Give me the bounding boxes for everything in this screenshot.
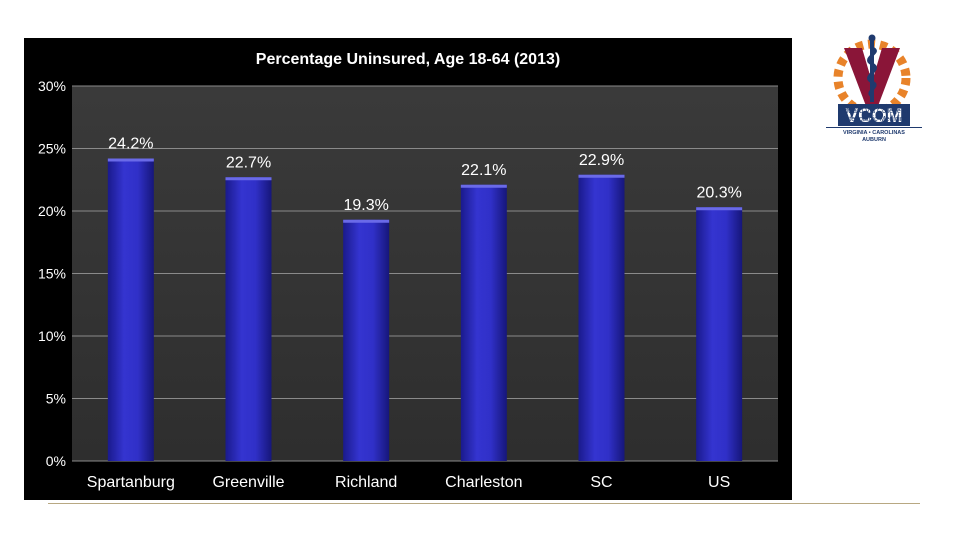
- y-tick-label: 20%: [38, 203, 66, 219]
- wordmark-banner: [838, 104, 910, 126]
- bar-greenville: [225, 177, 272, 461]
- data-label: 19.3%: [343, 197, 388, 214]
- x-tick-label: Spartanburg: [87, 474, 175, 491]
- bar-us: [696, 207, 743, 461]
- y-tick-label: 30%: [38, 78, 66, 94]
- bar-top-highlight: [460, 184, 507, 188]
- bar-top-highlight: [343, 219, 390, 223]
- staff-icon: [870, 36, 874, 102]
- v-letter-mark: [844, 48, 900, 106]
- logo-wordmark: VCOM: [846, 106, 903, 127]
- bar-top-highlight: [107, 158, 154, 162]
- logo-line-4: AUBURN: [862, 137, 886, 143]
- y-tick-label: 10%: [38, 328, 66, 344]
- chart-title: Percentage Uninsured, Age 18-64 (2013): [256, 51, 560, 68]
- x-tick-label: SC: [590, 474, 612, 491]
- data-label: 22.9%: [579, 152, 624, 169]
- data-label: 22.7%: [226, 154, 271, 171]
- chart-panel: Percentage Uninsured, Age 18-64 (2013) 0…: [24, 38, 792, 500]
- data-labels: 24.2% 22.7% 19.3% 22.1% 22.9% 20.3%: [108, 136, 742, 214]
- bottom-rule: [48, 503, 920, 504]
- x-axis-labels: Spartanburg Greenville Richland Charleston S…: [87, 474, 730, 491]
- x-tick-label: US: [708, 474, 730, 491]
- y-tick-label: 0%: [46, 453, 66, 469]
- logo-line-1: Edward Via College of: [839, 108, 909, 115]
- bar-top-highlight: [696, 207, 743, 211]
- logo-line-2: Osteopathic Medicine: [840, 116, 908, 123]
- vcom-logo: VCOM: [833, 34, 911, 127]
- data-label: 20.3%: [696, 184, 741, 201]
- y-axis-ticks: 0% 5% 10% 15% 20% 25% 30%: [38, 78, 66, 469]
- data-label: 22.1%: [461, 162, 506, 179]
- y-tick-label: 15%: [38, 266, 66, 282]
- logo-line-3: VIRGINIA • CAROLINAS: [826, 127, 922, 137]
- gridlines: [72, 85, 778, 462]
- bars: [107, 158, 743, 461]
- bar-top-highlight: [578, 174, 625, 178]
- y-tick-label: 5%: [46, 391, 66, 407]
- x-tick-label: Charleston: [445, 474, 522, 491]
- bar-spartanburg: [107, 158, 154, 461]
- y-tick-label: 25%: [38, 141, 66, 157]
- x-tick-label: Richland: [335, 474, 397, 491]
- logo-caption: Edward Via College of Osteopathic Medici…: [826, 108, 922, 143]
- bar-richland: [343, 219, 390, 461]
- bar-charleston: [460, 184, 507, 461]
- data-label: 24.2%: [108, 136, 153, 153]
- bar-chart: Percentage Uninsured, Age 18-64 (2013) 0…: [38, 51, 778, 491]
- bar-top-highlight: [225, 177, 272, 181]
- x-tick-label: Greenville: [212, 474, 284, 491]
- serpent-icon: [867, 46, 877, 98]
- bar-sc: [578, 174, 625, 461]
